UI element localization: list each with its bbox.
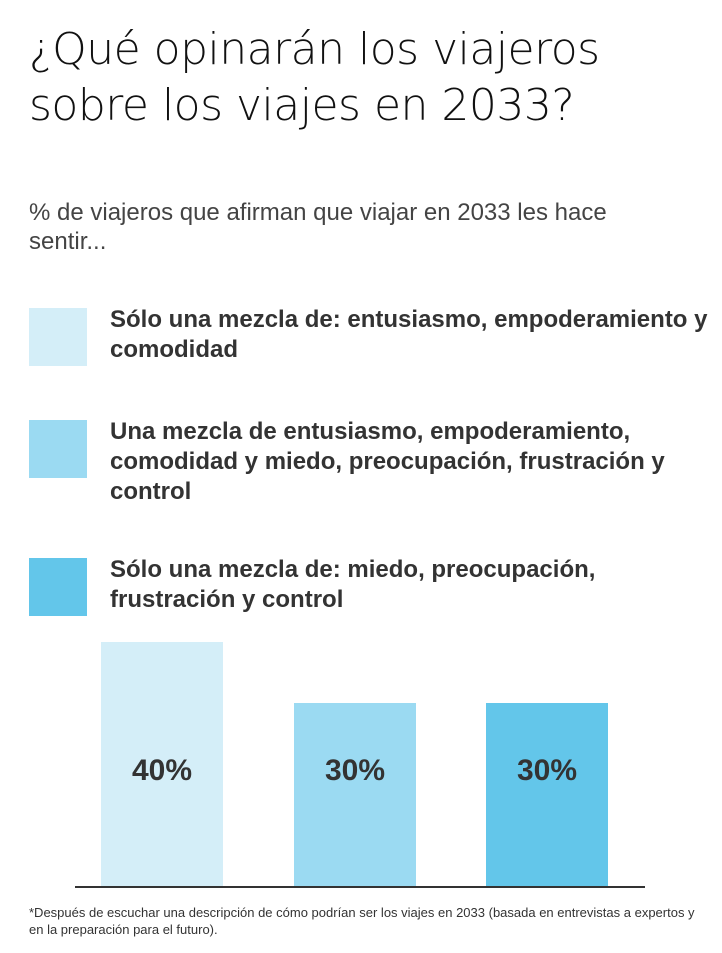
bar-label-mixed: 30% [325,754,385,787]
legend-swatch-negative [29,558,87,616]
legend-item-negative: Sólo una mezcla de: miedo, preocupación,… [29,555,709,645]
bar-chart-svg: 40% 30% 30% [75,642,645,888]
bar-mixed [294,703,416,886]
legend-swatch-mixed [29,420,87,478]
chart-title: ¿Qué opinarán los viajeros sobre los via… [29,24,600,131]
bar-negative [486,703,608,886]
bar-positive [101,642,223,886]
bar-label-positive: 40% [132,754,192,787]
legend-label-mixed: Una mezcla de entusiasmo, empoderamiento… [110,418,665,505]
legend-swatch-positive [29,308,87,366]
legend-label-positive: Sólo una mezcla de: entusiasmo, empodera… [110,306,708,363]
bar-chart: 40% 30% 30% [75,630,645,892]
chart-subtitle: % de viajeros que afirman que viajar en … [29,199,607,255]
bar-label-negative: 30% [517,754,577,787]
legend-item-positive: Sólo una mezcla de: entusiasmo, empodera… [29,305,709,395]
legend-item-mixed: Una mezcla de entusiasmo, empoderamiento… [29,417,709,507]
footnote: *Después de escuchar una descripción de … [29,905,695,937]
legend-label-negative: Sólo una mezcla de: miedo, preocupación,… [110,556,596,613]
